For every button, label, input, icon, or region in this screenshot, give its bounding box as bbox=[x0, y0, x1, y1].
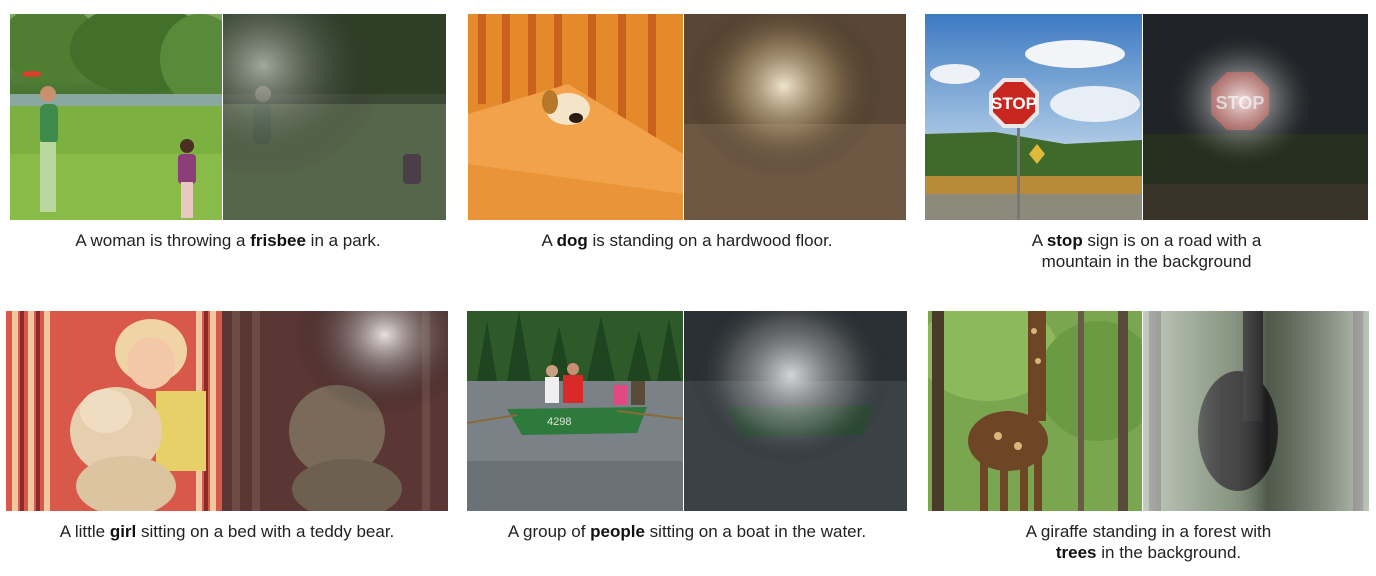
caption-text: sign is on a road with a bbox=[1082, 231, 1262, 250]
heatmap-people bbox=[684, 311, 907, 511]
heatmap-frisbee bbox=[223, 14, 446, 220]
caption-people: A group of people sitting on a boat in t… bbox=[467, 521, 907, 542]
heatmap-dog bbox=[684, 14, 906, 220]
photo-stop-sign: STOP bbox=[925, 14, 1142, 220]
caption-keyword: stop bbox=[1046, 231, 1083, 250]
photo-giraffe-forest bbox=[928, 311, 1142, 511]
caption-keyword: people bbox=[590, 522, 645, 541]
photo-dog bbox=[468, 14, 683, 220]
caption-text: is standing on a hardwood floor. bbox=[587, 231, 833, 250]
caption-text: mountain in the background bbox=[1041, 252, 1252, 271]
caption-line-2: mountain in the background bbox=[925, 251, 1368, 272]
caption-frisbee: A woman is throwing a frisbee in a park. bbox=[10, 230, 446, 251]
caption-keyword: trees bbox=[1055, 543, 1097, 562]
photo-people-boat: 4298 bbox=[467, 311, 683, 511]
caption-text: A group of bbox=[507, 522, 591, 541]
photo-woman-frisbee bbox=[10, 14, 222, 220]
stop-sign-text: STOP bbox=[991, 94, 1037, 113]
photo-girl-teddy bbox=[6, 311, 222, 511]
caption-text: A little bbox=[59, 522, 110, 541]
caption-trees: A giraffe standing in a forest with tree… bbox=[928, 521, 1369, 563]
caption-text: A woman is throwing a bbox=[75, 231, 251, 250]
caption-text: in a park. bbox=[305, 231, 381, 250]
caption-dog: A dog is standing on a hardwood floor. bbox=[468, 230, 906, 251]
caption-text: A giraffe standing in a forest with bbox=[1025, 522, 1272, 541]
caption-keyword: frisbee bbox=[250, 231, 306, 250]
caption-line-1: A giraffe standing in a forest with bbox=[928, 521, 1369, 542]
caption-keyword: dog bbox=[556, 231, 588, 250]
caption-line-2: trees in the background. bbox=[928, 542, 1369, 563]
caption-text: in the background. bbox=[1096, 543, 1242, 562]
heatmap-trees bbox=[1143, 311, 1369, 511]
boat-number: 4298 bbox=[547, 416, 571, 428]
caption-line-1: A stop sign is on a road with a bbox=[925, 230, 1368, 251]
caption-text: sitting on a boat in the water. bbox=[644, 522, 867, 541]
caption-keyword: girl bbox=[109, 522, 137, 541]
caption-text: sitting on a bed with a teddy bear. bbox=[136, 522, 395, 541]
caption-girl: A little girl sitting on a bed with a te… bbox=[6, 521, 448, 542]
heatmap-stop: STOP bbox=[1143, 14, 1368, 220]
heatmap-girl bbox=[222, 311, 448, 511]
caption-stop: A stop sign is on a road with a mountain… bbox=[925, 230, 1368, 272]
caption-text: A bbox=[541, 231, 557, 250]
caption-text: A bbox=[1031, 231, 1047, 250]
